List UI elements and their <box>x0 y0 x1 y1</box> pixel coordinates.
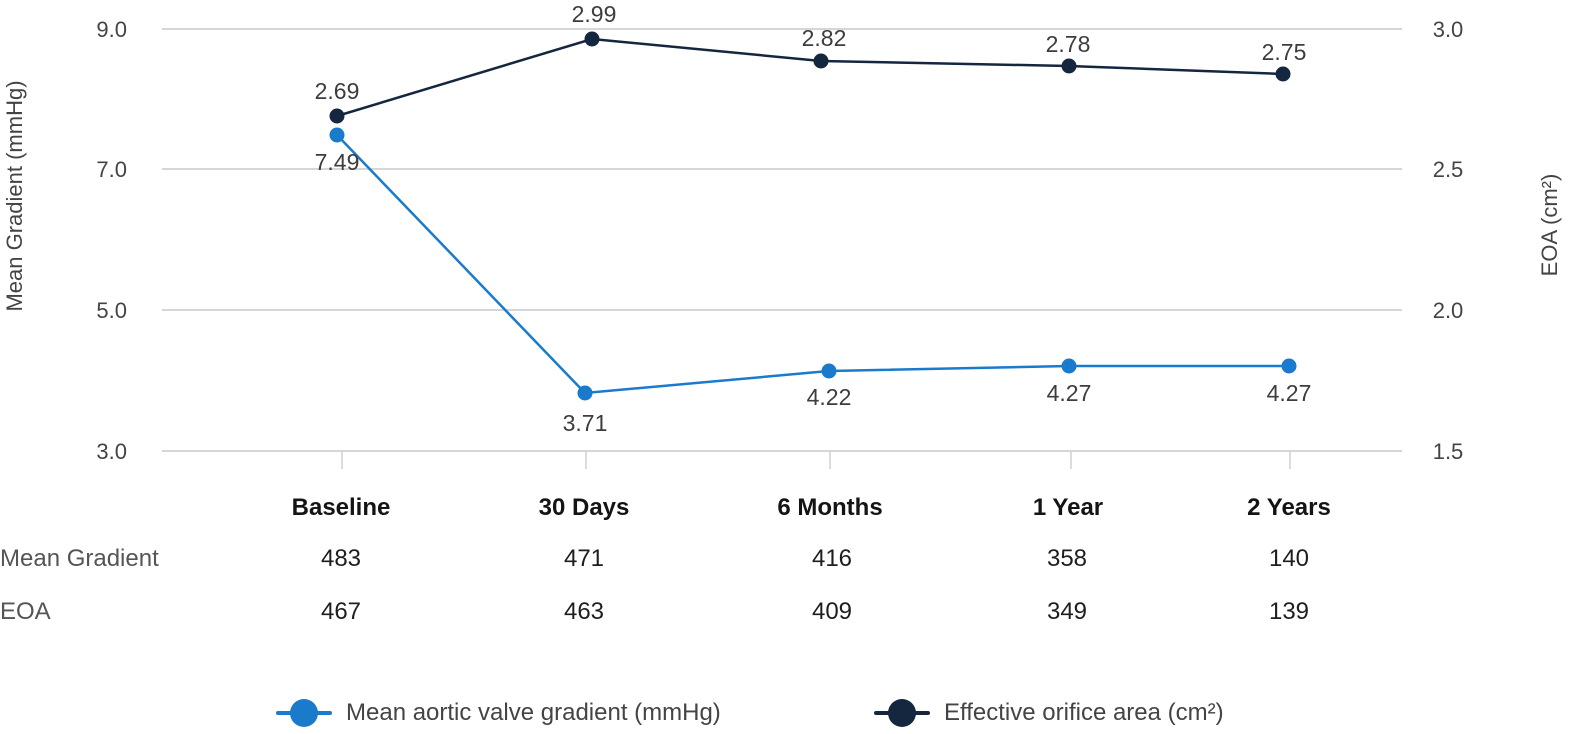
line-chart: 9.0 7.0 5.0 3.0 Mean Gradient (mmHg) 3.0… <box>2 1 1562 469</box>
eoa-data-label: 2.69 <box>315 78 360 104</box>
table-cell: 349 <box>1046 598 1088 625</box>
row-label: EOA <box>0 598 51 625</box>
gradient-data-label: 3.71 <box>563 410 608 436</box>
left-y-axis: 9.0 7.0 5.0 3.0 Mean Gradient (mmHg) <box>2 17 127 464</box>
row-label: Mean Gradient <box>0 545 159 572</box>
series-eoa: 2.69 2.99 2.82 2.78 2.75 <box>315 1 1307 124</box>
column-header: 30 Days <box>538 494 630 521</box>
gradient-data-label: 4.27 <box>1267 380 1312 406</box>
legend-label: Mean aortic valve gradient (mmHg) <box>346 699 721 726</box>
eoa-point[interactable] <box>1061 58 1077 74</box>
chart-legend: Mean aortic valve gradient (mmHg) Effect… <box>0 698 1572 734</box>
legend-label: Effective orifice area (cm²) <box>944 699 1224 726</box>
table-cell: 416 <box>811 545 853 572</box>
table-cell: 467 <box>320 598 362 625</box>
legend-item-gradient[interactable]: Mean aortic valve gradient (mmHg) <box>276 698 721 728</box>
right-tick-label: 1.5 <box>1433 439 1464 464</box>
gradient-data-label: 7.49 <box>315 149 360 175</box>
eoa-data-label: 2.75 <box>1262 39 1307 65</box>
eoa-data-label: 2.99 <box>572 1 617 27</box>
gradient-point[interactable] <box>1281 358 1297 374</box>
table-cell: 409 <box>811 598 853 625</box>
table-row: Mean Gradient 483 471 416 358 140 <box>0 545 1572 585</box>
gradient-point[interactable] <box>577 385 593 401</box>
eoa-data-label: 2.78 <box>1046 31 1091 57</box>
series-mean-gradient: 7.49 3.71 4.22 4.27 4.27 <box>315 127 1312 436</box>
eoa-point[interactable] <box>329 108 345 124</box>
column-header: 1 Year <box>1032 494 1104 521</box>
eoa-point[interactable] <box>813 53 829 69</box>
gradient-point[interactable] <box>821 363 837 379</box>
right-tick-label: 2.5 <box>1433 157 1464 182</box>
right-y-axis: 3.0 2.5 2.0 1.5 EOA (cm²) <box>1433 17 1562 464</box>
gradient-point[interactable] <box>1061 358 1077 374</box>
right-axis-title: EOA (cm²) <box>1537 174 1562 277</box>
x-axis-ticks <box>341 451 1291 469</box>
left-tick-label: 5.0 <box>96 298 127 323</box>
gradient-data-label: 4.22 <box>807 384 852 410</box>
legend-line-marker-icon <box>874 698 930 728</box>
table-cell: 483 <box>320 545 362 572</box>
gradient-line <box>336 134 1289 395</box>
gradient-point[interactable] <box>329 127 345 143</box>
right-tick-label: 2.0 <box>1433 298 1464 323</box>
table-cell: 140 <box>1268 545 1310 572</box>
legend-line-marker-icon <box>276 698 332 728</box>
table-cell: 358 <box>1046 545 1088 572</box>
legend-item-eoa[interactable]: Effective orifice area (cm²) <box>874 698 1224 728</box>
eoa-point[interactable] <box>584 31 600 47</box>
left-tick-label: 9.0 <box>96 17 127 42</box>
left-axis-title: Mean Gradient (mmHg) <box>2 80 27 311</box>
eoa-point[interactable] <box>1275 66 1291 82</box>
table-cell: 139 <box>1268 598 1310 625</box>
eoa-data-label: 2.82 <box>802 25 847 51</box>
table-cell: 463 <box>563 598 605 625</box>
column-header: 2 Years <box>1247 494 1331 521</box>
left-tick-label: 7.0 <box>96 157 127 182</box>
gradient-data-label: 4.27 <box>1047 380 1092 406</box>
right-tick-label: 3.0 <box>1433 17 1464 42</box>
table-row: EOA 467 463 409 349 139 <box>0 598 1572 638</box>
table-header-row: Baseline 30 Days 6 Months 1 Year 2 Years <box>0 494 1572 534</box>
column-header: Baseline <box>291 494 391 521</box>
left-tick-label: 3.0 <box>96 439 127 464</box>
table-cell: 471 <box>563 545 605 572</box>
column-header: 6 Months <box>777 494 883 521</box>
